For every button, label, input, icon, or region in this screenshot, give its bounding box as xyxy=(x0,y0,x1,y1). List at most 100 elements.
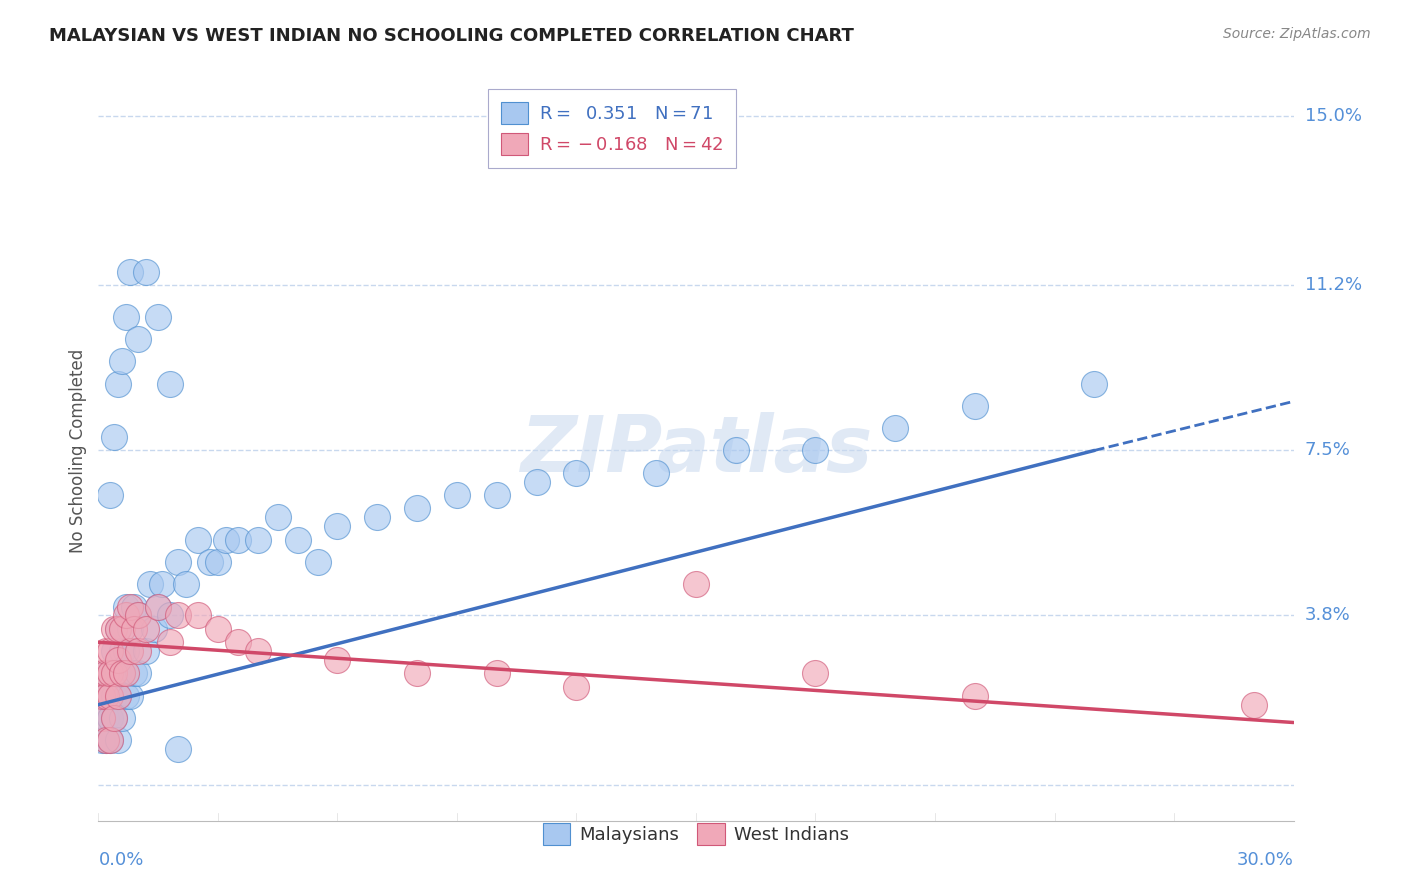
Point xyxy=(107,689,129,703)
Point xyxy=(107,666,129,681)
Point xyxy=(107,622,129,636)
Point xyxy=(187,608,209,623)
Point xyxy=(91,711,114,725)
Point xyxy=(115,599,138,614)
Text: 11.2%: 11.2% xyxy=(1305,277,1362,294)
Text: 7.5%: 7.5% xyxy=(1305,442,1351,459)
Point xyxy=(107,376,129,391)
Point xyxy=(96,733,118,747)
Point xyxy=(127,644,149,658)
Point xyxy=(98,733,122,747)
Point xyxy=(107,733,129,747)
Point xyxy=(103,622,125,636)
Point xyxy=(159,635,181,649)
Point xyxy=(103,430,125,444)
Point xyxy=(446,488,468,502)
Point xyxy=(135,622,157,636)
Point xyxy=(174,577,197,591)
Point xyxy=(167,608,190,623)
Point xyxy=(111,666,134,681)
Point xyxy=(148,310,170,324)
Point xyxy=(685,577,707,591)
Text: 15.0%: 15.0% xyxy=(1305,107,1361,125)
Point xyxy=(127,332,149,346)
Point xyxy=(326,519,349,533)
Point xyxy=(120,622,142,636)
Point xyxy=(98,689,122,703)
Point xyxy=(167,742,190,756)
Point xyxy=(1243,698,1265,712)
Point xyxy=(485,666,508,681)
Point xyxy=(159,608,181,623)
Point xyxy=(115,666,138,681)
Point xyxy=(103,711,125,725)
Text: ZIPatlas: ZIPatlas xyxy=(520,412,872,489)
Point xyxy=(91,666,114,681)
Point xyxy=(246,644,269,658)
Point xyxy=(804,443,827,458)
Legend: Malaysians, West Indians: Malaysians, West Indians xyxy=(536,816,856,853)
Point xyxy=(207,555,229,569)
Point xyxy=(485,488,508,502)
Point xyxy=(91,689,114,703)
Point xyxy=(111,644,134,658)
Point xyxy=(98,488,122,502)
Point xyxy=(120,689,142,703)
Point xyxy=(287,533,309,547)
Point xyxy=(115,689,138,703)
Point xyxy=(124,666,146,681)
Point xyxy=(963,399,986,413)
Point xyxy=(963,689,986,703)
Point xyxy=(526,475,548,489)
Point xyxy=(198,555,221,569)
Point xyxy=(96,711,118,725)
Point xyxy=(91,733,114,747)
Point xyxy=(124,599,146,614)
Point xyxy=(98,689,122,703)
Text: MALAYSIAN VS WEST INDIAN NO SCHOOLING COMPLETED CORRELATION CHART: MALAYSIAN VS WEST INDIAN NO SCHOOLING CO… xyxy=(49,27,853,45)
Point xyxy=(159,376,181,391)
Point xyxy=(115,310,138,324)
Point xyxy=(307,555,329,569)
Text: 0.0%: 0.0% xyxy=(98,851,143,869)
Point xyxy=(115,608,138,623)
Point xyxy=(98,666,122,681)
Point xyxy=(96,689,118,703)
Point xyxy=(111,354,134,368)
Text: 30.0%: 30.0% xyxy=(1237,851,1294,869)
Point xyxy=(187,533,209,547)
Point xyxy=(103,644,125,658)
Point xyxy=(135,644,157,658)
Point xyxy=(98,711,122,725)
Text: Source: ZipAtlas.com: Source: ZipAtlas.com xyxy=(1223,27,1371,41)
Point xyxy=(91,711,114,725)
Point xyxy=(120,599,142,614)
Point xyxy=(127,608,149,623)
Point xyxy=(724,443,747,458)
Point xyxy=(120,644,142,658)
Point xyxy=(406,666,429,681)
Point xyxy=(103,689,125,703)
Y-axis label: No Schooling Completed: No Schooling Completed xyxy=(69,349,87,552)
Point xyxy=(107,653,129,667)
Point xyxy=(148,599,170,614)
Point xyxy=(645,466,668,480)
Point xyxy=(150,577,173,591)
Point xyxy=(565,466,588,480)
Point xyxy=(1083,376,1105,391)
Point xyxy=(115,644,138,658)
Point xyxy=(884,421,907,435)
Point xyxy=(96,733,118,747)
Point xyxy=(96,689,118,703)
Point xyxy=(139,577,162,591)
Point xyxy=(366,510,388,524)
Point xyxy=(124,622,146,636)
Point xyxy=(135,265,157,279)
Point xyxy=(96,666,118,681)
Point xyxy=(143,622,166,636)
Point xyxy=(98,644,122,658)
Point xyxy=(226,533,249,547)
Point xyxy=(111,711,134,725)
Point xyxy=(96,644,118,658)
Text: 3.8%: 3.8% xyxy=(1305,607,1350,624)
